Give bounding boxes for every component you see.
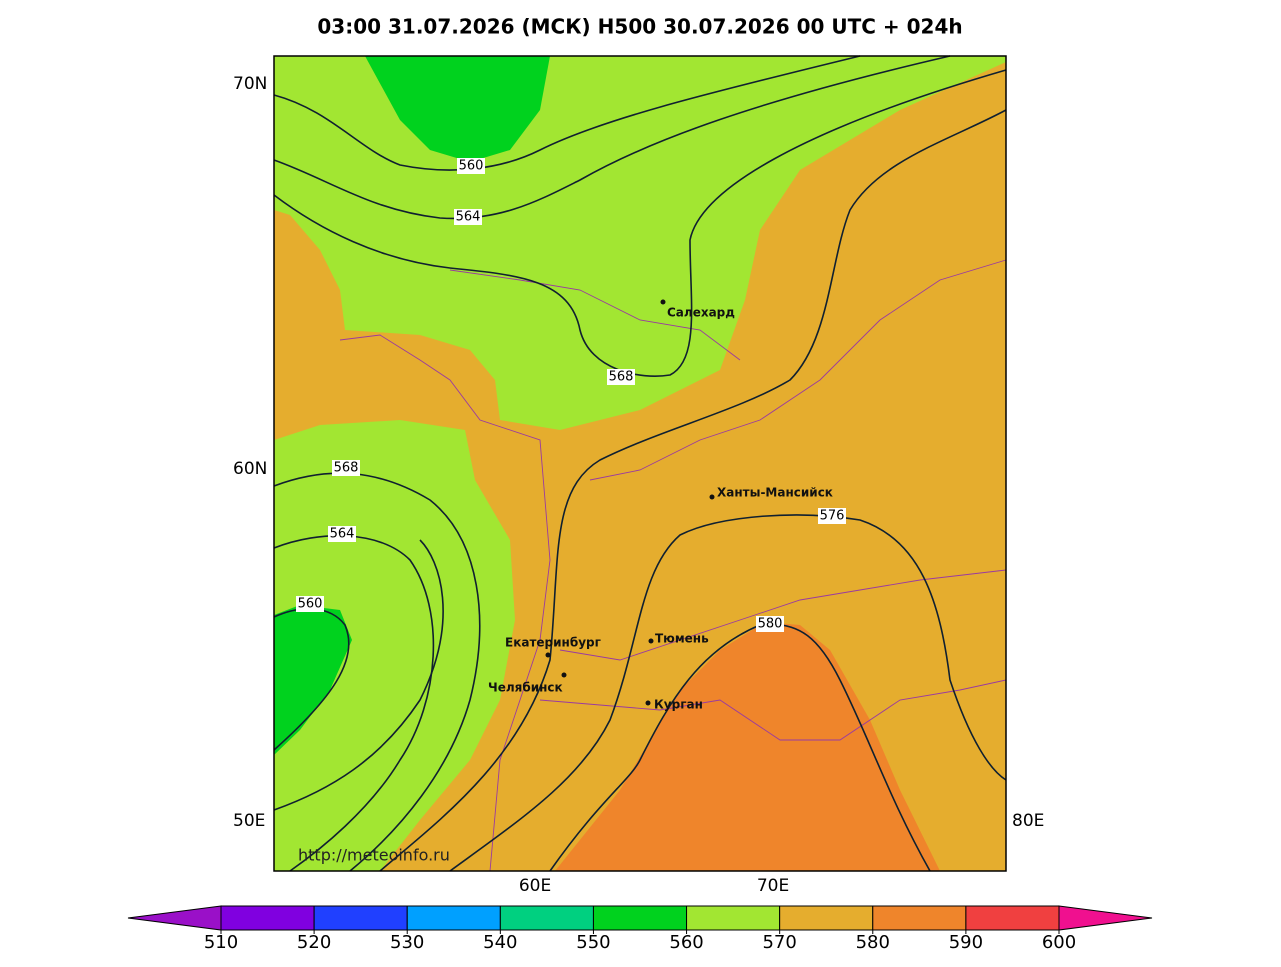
colorbar-tick-label: 560	[669, 932, 703, 953]
colorbar-tick-label: 530	[390, 932, 424, 953]
lon-label: 60E	[519, 876, 551, 896]
contour-label: 564	[456, 210, 481, 225]
lat-label: 60N	[233, 459, 267, 479]
contour-label: 576	[820, 509, 845, 524]
title: 03:00 31.07.2026 (МСК) H500 30.07.2026 0…	[317, 15, 962, 39]
lon-label: 80E	[1012, 811, 1044, 831]
axis-labels: 70N 60N 50E 80E 60E 70E	[233, 74, 1044, 896]
city-label: Курган	[654, 698, 703, 712]
colorbar-tick-label: 600	[1042, 932, 1076, 953]
colorbar-tick-label: 590	[949, 932, 983, 953]
cities: Салехард Ханты-Мансийск Екатеринбург Тюм…	[488, 299, 833, 712]
zone-580-590	[555, 622, 940, 871]
map-frame	[273, 55, 1007, 872]
colorbar-tick-label: 580	[856, 932, 890, 953]
city-label: Ханты-Мансийск	[717, 486, 833, 500]
colorbar-extension	[1058, 905, 1153, 931]
lon-label: 70E	[757, 876, 789, 896]
contour-label: 568	[334, 461, 359, 476]
colorbar-segment	[313, 905, 408, 931]
colorbar-segment	[872, 905, 967, 931]
city-label: Салехард	[667, 306, 735, 320]
contour-labels: 560 564 568 568 564 560 576 580	[296, 158, 846, 632]
url: http://meteoinfo.ru	[298, 846, 450, 865]
colorbar: 510 520 530 540 550 560 570 580 590 600	[127, 905, 1153, 953]
colorbar-tick-label: 540	[483, 932, 517, 953]
zone-550-560	[274, 605, 352, 755]
lat-label: 70N	[233, 74, 267, 94]
contour-label: 560	[298, 597, 323, 612]
city-label: Челябинск	[488, 681, 563, 695]
colorbar-segment	[965, 905, 1060, 931]
colorbar-extension	[127, 905, 222, 931]
colorbar-tick-label: 510	[204, 932, 238, 953]
map: 560 564 568 568 564 560 576 580 Салехард…	[273, 55, 1007, 872]
contour-label: 560	[459, 159, 484, 174]
contour-label: 568	[609, 370, 634, 385]
colorbar-tick-label: 570	[762, 932, 796, 953]
colorbar-segment	[499, 905, 594, 931]
contour-label: 580	[758, 617, 783, 632]
contour-label: 564	[330, 527, 355, 542]
colorbar-segment	[686, 905, 781, 931]
colorbar-segment	[779, 905, 874, 931]
colorbar-segment	[592, 905, 688, 931]
colorbar-tick-label: 550	[576, 932, 610, 953]
colorbar-segment	[220, 905, 315, 931]
zone-550-560	[365, 56, 550, 162]
city-label: Тюмень	[655, 632, 709, 646]
colorbar-segment	[406, 905, 501, 931]
lon-label: 50E	[233, 811, 265, 831]
colorbar-tick-label: 520	[297, 932, 331, 953]
city-label: Екатеринбург	[505, 636, 601, 650]
